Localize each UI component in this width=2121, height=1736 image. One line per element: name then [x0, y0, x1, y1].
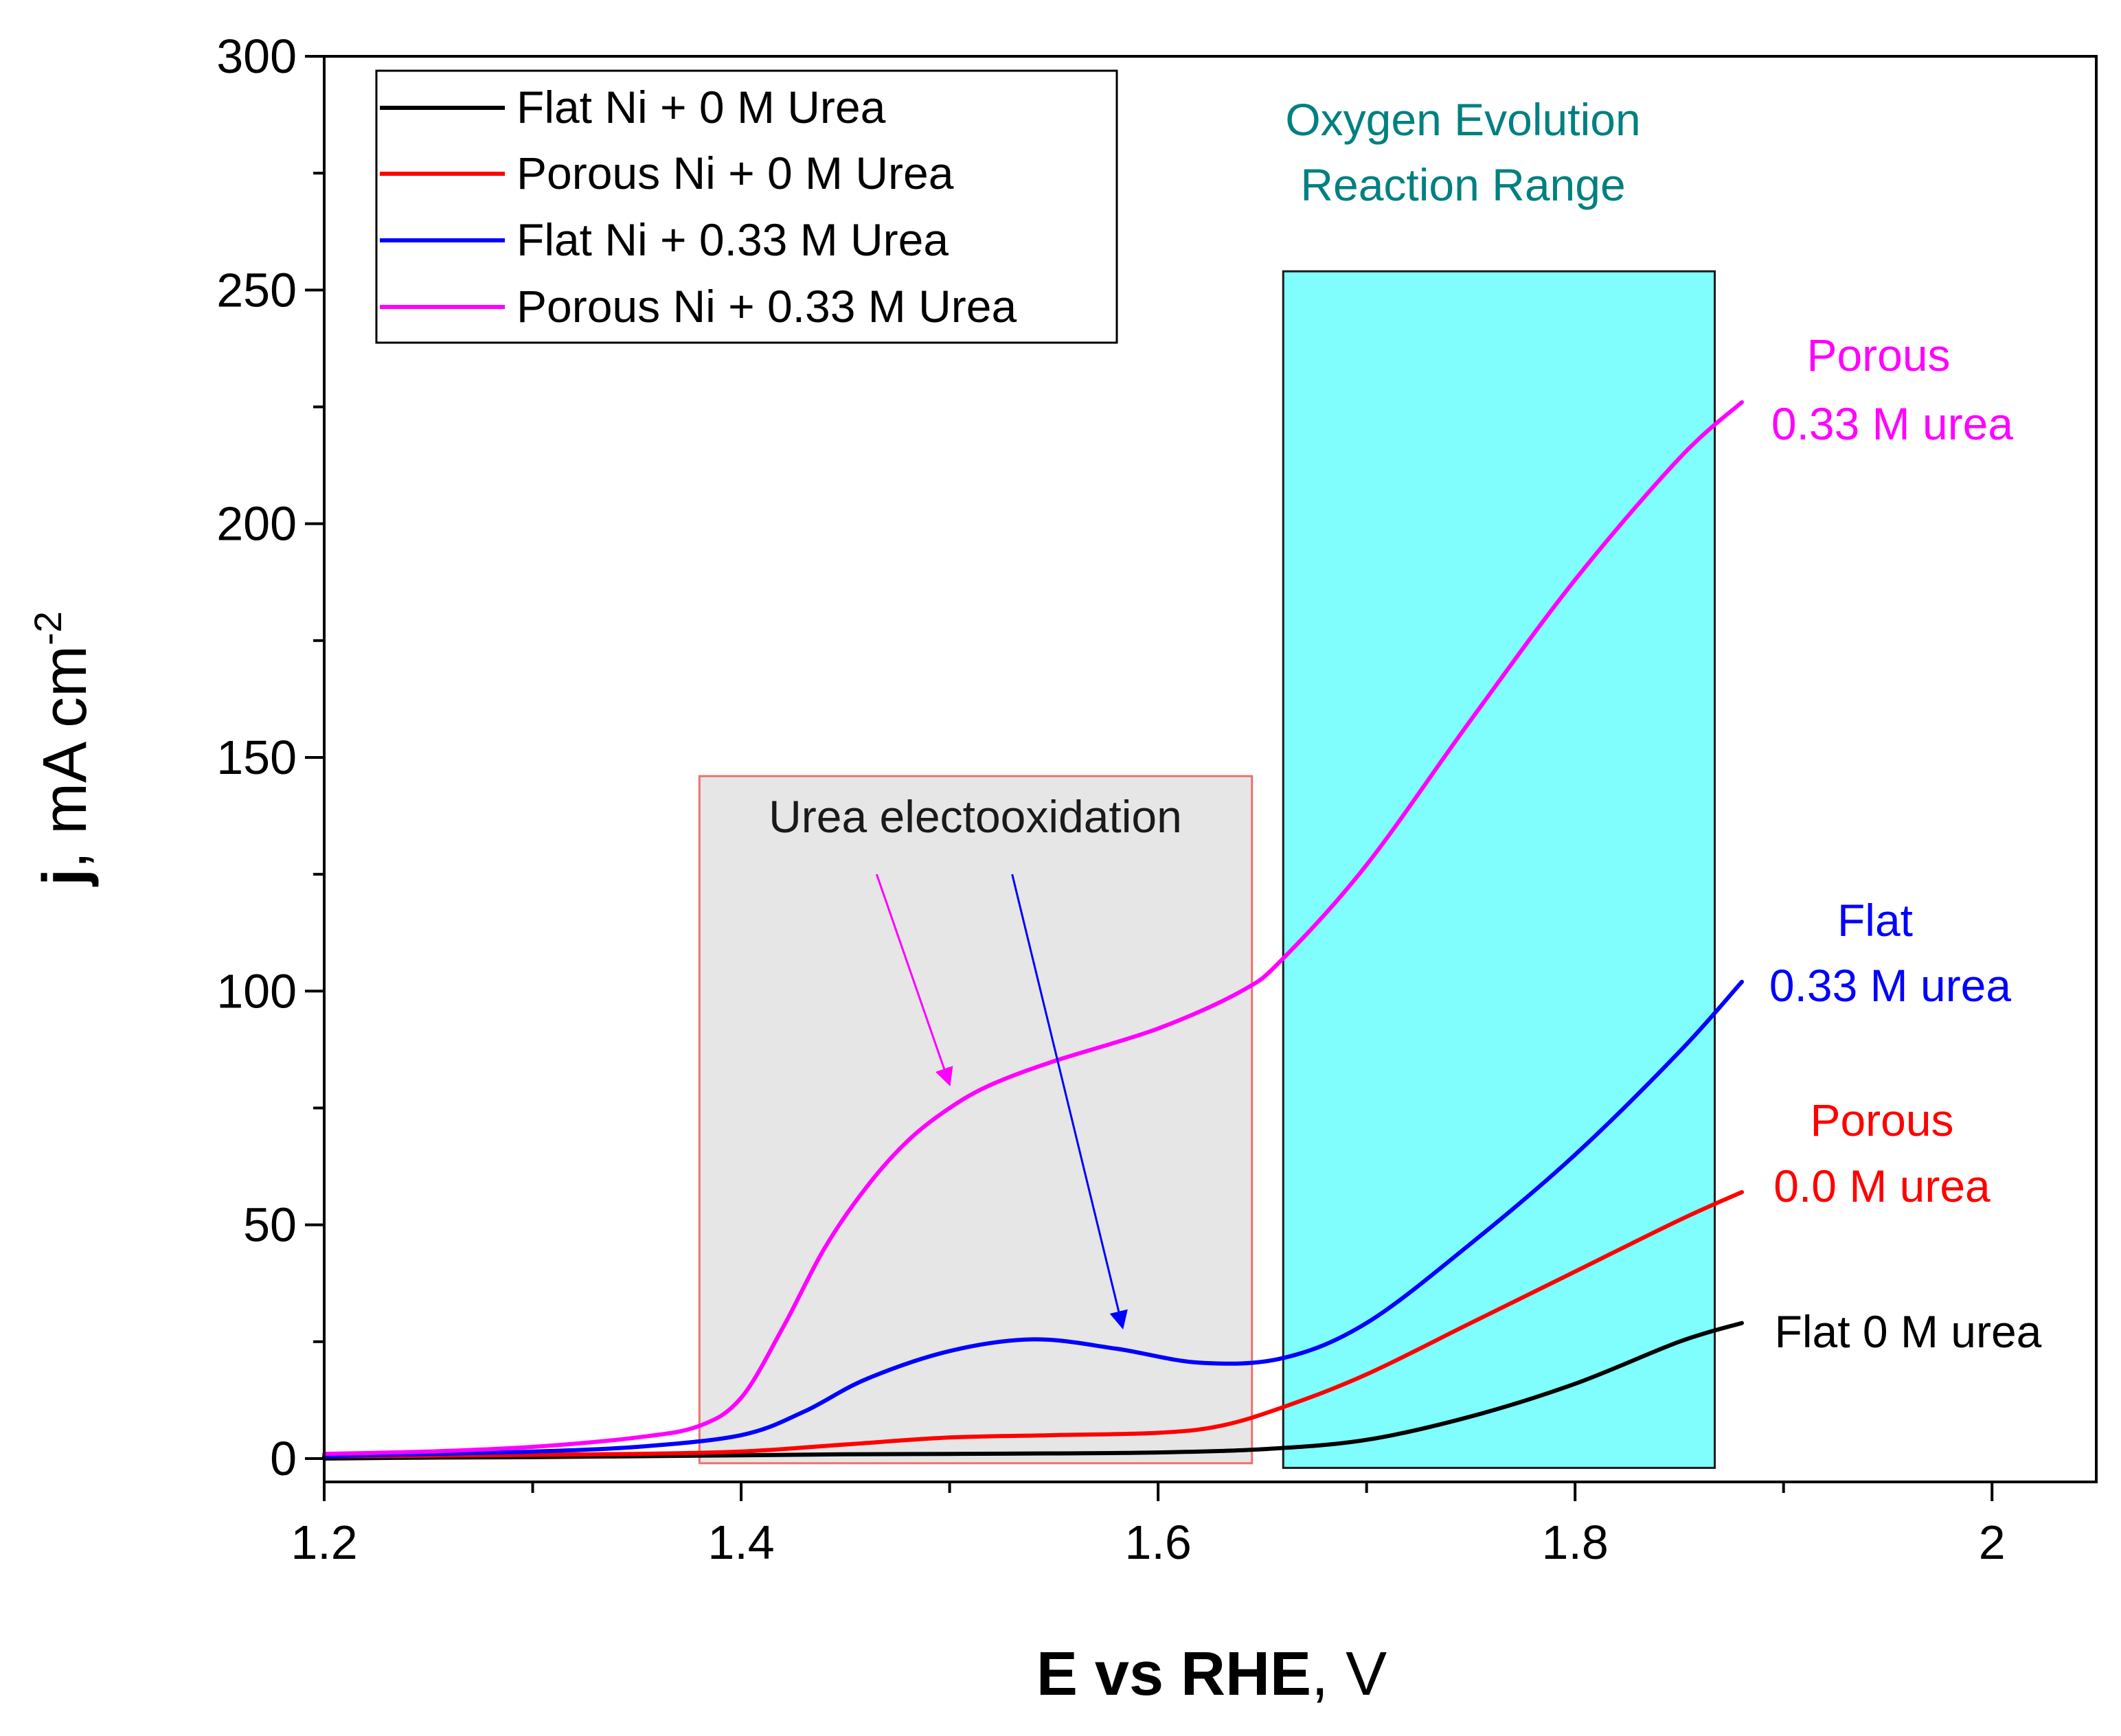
y-tick-label: 300 — [216, 30, 297, 83]
annotation-porous-033-line2: 0.33 M urea — [1771, 398, 2013, 449]
arrow-layer — [875, 873, 1128, 1330]
tick-layer: 1.2 1.4 1.6 1.8 2 0 50 100 150 200 250 300 — [216, 30, 2006, 1569]
series-line-3 — [322, 400, 1744, 1457]
annotation-porous-00-line1: Porous — [1810, 1095, 1953, 1145]
x-tick-label: 1.4 — [707, 1516, 774, 1569]
oer-region-label-line2: Reaction Range — [1300, 159, 1625, 210]
x-tick-label: 1.8 — [1542, 1516, 1609, 1569]
annotation-porous-033-line1: Porous — [1806, 330, 1950, 380]
legend-box — [375, 69, 1118, 344]
y-tick-label: 50 — [243, 1198, 297, 1252]
oxygen-evolution-region — [1282, 270, 1716, 1470]
y-tick-label: 0 — [270, 1432, 297, 1485]
annotation-arrow-0 — [1011, 873, 1128, 1330]
y-axis-title: j, mA cm-2 — [26, 611, 100, 887]
y-tick-label: 200 — [216, 497, 297, 551]
annotation-porous-00-line2: 0.0 M urea — [1773, 1161, 1990, 1211]
annotation-flat-0: Flat 0 M urea — [1775, 1306, 2042, 1357]
legend-label: Porous Ni + 0 M Urea — [517, 148, 954, 198]
x-axis-title: E vs RHE, V — [1036, 1640, 1387, 1709]
x-tick-label: 1.6 — [1124, 1516, 1191, 1569]
y-tick-label: 100 — [216, 964, 297, 1018]
legend-label: Flat Ni + 0 M Urea — [517, 82, 886, 133]
annotation-flat-033-line1: Flat — [1837, 895, 1913, 946]
urea-region-label: Urea electooxidation — [769, 791, 1182, 842]
series-line-0 — [322, 1321, 1744, 1461]
legend-label: Flat Ni + 0.33 M Urea — [517, 214, 949, 265]
annotation-arrow-1 — [875, 873, 953, 1086]
legend-label: Porous Ni + 0.33 M Urea — [517, 281, 1017, 332]
oer-region-label-line1: Oxygen Evolution — [1285, 94, 1640, 145]
x-tick-label: 1.2 — [291, 1516, 357, 1569]
urea-electrooxidation-region — [698, 775, 1254, 1465]
series-layer — [322, 400, 1744, 1461]
series-line-2 — [322, 979, 1744, 1459]
legend: Flat Ni + 0 M Urea Porous Ni + 0 M Urea Fl… — [375, 69, 1118, 344]
x-tick-label: 2 — [1979, 1516, 2006, 1569]
plot-frame — [323, 55, 2098, 1483]
y-tick-label: 250 — [216, 263, 297, 317]
series-line-1 — [322, 1190, 1744, 1459]
y-tick-label: 150 — [216, 731, 297, 784]
annotation-flat-033-line2: 0.33 M urea — [1769, 960, 2011, 1011]
